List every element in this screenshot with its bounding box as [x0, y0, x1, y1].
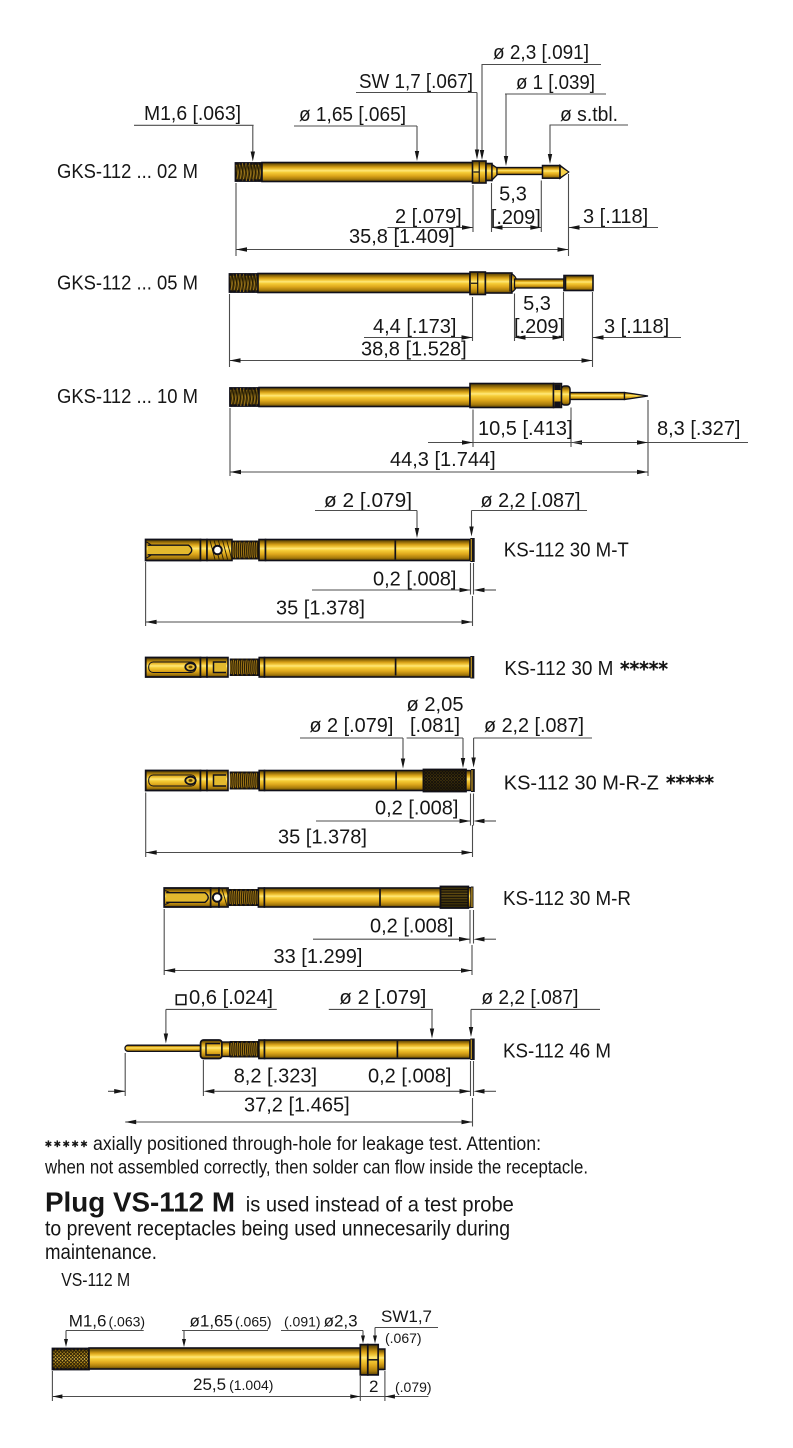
svg-text:3 [.118]: 3 [.118]	[583, 206, 648, 228]
svg-text:maintenance.: maintenance.	[45, 1241, 157, 1264]
svg-text:ø 1 [.039]: ø 1 [.039]	[516, 72, 595, 94]
svg-text:GKS-112 ... 10 M: GKS-112 ... 10 M	[57, 386, 198, 408]
svg-text:35 [1.378]: 35 [1.378]	[278, 827, 367, 849]
svg-text:ø 2,05: ø 2,05	[407, 694, 464, 716]
svg-text:44,3 [1.744]: 44,3 [1.744]	[390, 449, 496, 471]
svg-text:KS-112 30 M-R: KS-112 30 M-R	[503, 888, 631, 910]
svg-text:ø 2,2 [.087]: ø 2,2 [.087]	[484, 715, 584, 737]
svg-text:8,2 [.323]: 8,2 [.323]	[234, 1066, 317, 1088]
svg-text:2 [.079]: 2 [.079]	[395, 206, 462, 228]
svg-text:3 [.118]: 3 [.118]	[604, 316, 669, 338]
svg-text:ø 2,2 [.087]: ø 2,2 [.087]	[481, 987, 578, 1009]
svg-text:VS-112 M: VS-112 M	[61, 1270, 130, 1290]
svg-text:[.209]: [.209]	[514, 316, 564, 338]
svg-text:25,5(1.004): 25,5 (1.004)	[193, 1375, 273, 1394]
svg-text:5,3: 5,3	[499, 184, 527, 206]
svg-text:[.081]: [.081]	[410, 715, 460, 737]
svg-text:ø 1,65 [.065]: ø 1,65 [.065]	[299, 104, 406, 126]
svg-text:2: 2	[369, 1377, 378, 1396]
svg-text:KS-112 46 M: KS-112 46 M	[503, 1040, 611, 1062]
svg-text:GKS-112 ... 05 M: GKS-112 ... 05 M	[57, 273, 198, 295]
svg-text:KS-112 30 M-T: KS-112 30 M-T	[504, 540, 629, 562]
svg-text:0,2 [.008]: 0,2 [.008]	[370, 916, 453, 938]
svg-text:5,3: 5,3	[523, 293, 551, 315]
svg-text:M1,6 [.063]: M1,6 [.063]	[144, 103, 241, 125]
svg-text:(.067): (.067)	[385, 1330, 422, 1346]
svg-text:0,2 [.008]: 0,2 [.008]	[375, 798, 458, 820]
svg-text:ø1,65(.065): ø1,65 (.065)	[190, 1312, 272, 1331]
svg-text:SW 1,7 [.067]: SW 1,7 [.067]	[359, 71, 473, 93]
svg-text:GKS-112 ... 02 M: GKS-112 ... 02 M	[57, 161, 198, 183]
svg-text:to prevent receptacles being u: to prevent receptacles being used unnece…	[45, 1217, 510, 1240]
svg-text:ø 2 [.079]: ø 2 [.079]	[339, 987, 426, 1009]
svg-text:ø 2,3 [.091]: ø 2,3 [.091]	[493, 42, 589, 64]
svg-text:(.079): (.079)	[395, 1379, 432, 1395]
svg-text:is used instead of a test prob: is used instead of a test probe	[246, 1194, 514, 1217]
svg-text:axially positioned through-hol: axially positioned through-hole for leak…	[93, 1134, 541, 1155]
svg-text:35 [1.378]: 35 [1.378]	[276, 598, 365, 620]
svg-text:ø 2 [.079]: ø 2 [.079]	[324, 490, 412, 512]
svg-text:KS-112 30 M-R-Z: KS-112 30 M-R-Z	[504, 772, 659, 794]
svg-text:0,2 [.008]: 0,2 [.008]	[368, 1066, 451, 1088]
svg-text:when not assembled correctly,: when not assembled correctly, then solde…	[44, 1158, 588, 1179]
svg-text:[.209]: [.209]	[491, 207, 541, 229]
svg-text:8,3 [.327]: 8,3 [.327]	[657, 418, 740, 440]
svg-text:ø 2 [.079]: ø 2 [.079]	[309, 715, 393, 737]
svg-text:4,4 [.173]: 4,4 [.173]	[373, 316, 456, 338]
svg-text:KS-112 30 M: KS-112 30 M	[504, 658, 613, 680]
svg-text:Plug VS-112 M: Plug VS-112 M	[45, 1187, 235, 1218]
svg-text:SW1,7: SW1,7	[381, 1307, 432, 1326]
svg-text:0,6 [.024]: 0,6 [.024]	[189, 987, 273, 1009]
svg-text:ø s.tbl.: ø s.tbl.	[560, 104, 618, 126]
svg-text:0,2 [.008]: 0,2 [.008]	[373, 569, 456, 591]
svg-text:38,8 [1.528]: 38,8 [1.528]	[361, 339, 467, 361]
svg-text:37,2 [1.465]: 37,2 [1.465]	[244, 1095, 350, 1117]
svg-text:ø 2,2 [.087]: ø 2,2 [.087]	[481, 490, 581, 512]
svg-text:10,5 [.413]: 10,5 [.413]	[478, 418, 573, 440]
svg-text:35,8 [1.409]: 35,8 [1.409]	[349, 226, 455, 248]
svg-text:33 [1.299]: 33 [1.299]	[274, 946, 363, 968]
